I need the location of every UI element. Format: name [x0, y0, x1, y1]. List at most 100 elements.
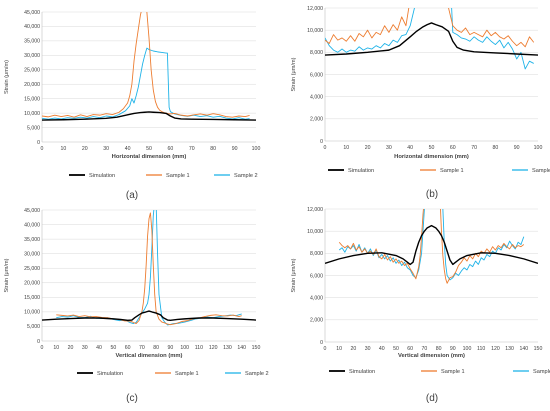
x-tick-label: 30: [103, 146, 109, 152]
x-tick-label: 90: [450, 346, 456, 352]
y-tick-label: 40,000: [24, 222, 40, 228]
legend-label: Simulation: [89, 173, 115, 179]
y-tick-label: 15,000: [24, 295, 40, 301]
series-line-simulation: [42, 310, 256, 322]
legend-label: Sample 1: [441, 369, 465, 375]
y-tick-label: 4,000: [310, 295, 323, 301]
x-axis-title: Vertical dimension (mm): [398, 353, 465, 359]
x-tick-label: 60: [125, 345, 131, 351]
y-tick-label: 0: [320, 340, 323, 346]
legend-label: Sample 2: [533, 369, 550, 375]
x-tick-label: 90: [232, 146, 238, 152]
x-tick-label: 50: [110, 345, 116, 351]
y-tick-label: 10,000: [307, 229, 323, 235]
x-tick-label: 70: [189, 146, 195, 152]
panel-label: (b): [426, 189, 438, 200]
legend-label: Sample 2: [532, 168, 550, 174]
x-tick-label: 60: [450, 145, 456, 151]
y-tick-label: 40,000: [24, 24, 40, 30]
x-tick-label: 10: [53, 345, 59, 351]
x-tick-label: 120: [209, 345, 218, 351]
series-line-sample-1: [42, 12, 250, 118]
chart-panel-c: 0 5,000 10,000 15,000 20,000 25,000 30,000 35,0…: [4, 208, 269, 404]
panel-label: (d): [426, 393, 438, 404]
x-tick-label: 30: [365, 346, 371, 352]
series-line-sample-2: [338, 209, 525, 281]
y-tick-label: 25,000: [24, 266, 40, 272]
series-line-sample-1: [325, 8, 535, 48]
y-tick-label: 12,000: [307, 6, 323, 12]
x-tick-label: 130: [223, 345, 232, 351]
y-axis-title: Strain (μm/m): [4, 60, 10, 94]
y-tick-label: 4,000: [310, 94, 323, 100]
chart-panel-b: 0 2,000 4,000 6,000 8,000 10,000 12,000 0 10 20 30…: [291, 6, 550, 200]
y-tick-label: 8,000: [310, 50, 323, 56]
x-tick-label: 90: [514, 145, 520, 151]
x-tick-label: 100: [180, 345, 189, 351]
y-axis-title: Strain (μm/m): [4, 258, 10, 292]
x-tick-label: 80: [210, 146, 216, 152]
x-tick-label: 50: [429, 145, 435, 151]
y-tick-label: 30,000: [24, 53, 40, 59]
series-line-simulation: [325, 22, 538, 56]
x-tick-label: 50: [146, 146, 152, 152]
y-tick-label: 0: [37, 140, 40, 146]
x-tick-label: 100: [534, 145, 543, 151]
x-tick-label: 40: [125, 146, 131, 152]
x-tick-label: 10: [61, 146, 67, 152]
x-tick-label: 130: [505, 346, 514, 352]
y-tick-label: 20,000: [24, 82, 40, 88]
x-tick-label: 40: [96, 345, 102, 351]
x-tick-label: 0: [324, 145, 327, 151]
x-tick-label: 10: [343, 145, 349, 151]
series-line-sample-2: [325, 8, 534, 70]
series-line-sample-2: [42, 47, 250, 120]
legend-label: Sample 1: [166, 173, 190, 179]
y-tick-label: 5,000: [27, 125, 40, 131]
x-tick-label: 70: [422, 346, 428, 352]
x-tick-label: 80: [153, 345, 159, 351]
x-tick-label: 60: [407, 346, 413, 352]
series-line-sample-1: [338, 209, 525, 284]
y-tick-label: 5,000: [27, 324, 40, 330]
x-tick-label: 150: [534, 346, 543, 352]
x-tick-label: 20: [365, 145, 371, 151]
y-axis-title: Strain (μm/m): [291, 57, 297, 91]
x-axis-title: Vertical dimension (mm): [115, 353, 182, 359]
y-tick-label: 45,000: [24, 208, 40, 214]
x-tick-label: 40: [379, 346, 385, 352]
y-tick-label: 12,000: [307, 207, 323, 213]
legend-label: Simulation: [349, 369, 375, 375]
x-tick-label: 20: [82, 146, 88, 152]
x-tick-label: 90: [168, 345, 174, 351]
y-tick-label: 8,000: [310, 251, 323, 257]
x-tick-label: 150: [252, 345, 261, 351]
x-tick-label: 80: [493, 145, 499, 151]
x-axis-title: Horizontal dimension (mm): [112, 154, 187, 160]
legend-label: Sample 2: [245, 371, 269, 377]
x-tick-label: 100: [463, 346, 472, 352]
y-tick-label: 6,000: [310, 273, 323, 279]
legend-label: Simulation: [348, 168, 374, 174]
x-tick-label: 50: [393, 346, 399, 352]
y-tick-label: 45,000: [24, 10, 40, 16]
x-tick-label: 60: [168, 146, 174, 152]
panel-label: (a): [126, 190, 138, 201]
y-tick-label: 0: [320, 139, 323, 145]
series-line-simulation: [42, 111, 256, 121]
y-tick-label: 10,000: [24, 310, 40, 316]
series-line-simulation: [325, 224, 538, 266]
x-tick-label: 0: [41, 146, 44, 152]
y-tick-label: 0: [37, 339, 40, 345]
legend-label: Sample 1: [440, 168, 464, 174]
x-tick-label: 0: [324, 346, 327, 352]
y-tick-label: 20,000: [24, 281, 40, 287]
legend-label: Sample 2: [234, 173, 258, 179]
x-tick-label: 30: [386, 145, 392, 151]
y-tick-label: 35,000: [24, 39, 40, 45]
y-tick-label: 10,000: [24, 111, 40, 117]
series-line-sample-1: [56, 212, 242, 326]
x-tick-label: 140: [519, 346, 528, 352]
x-tick-label: 80: [436, 346, 442, 352]
